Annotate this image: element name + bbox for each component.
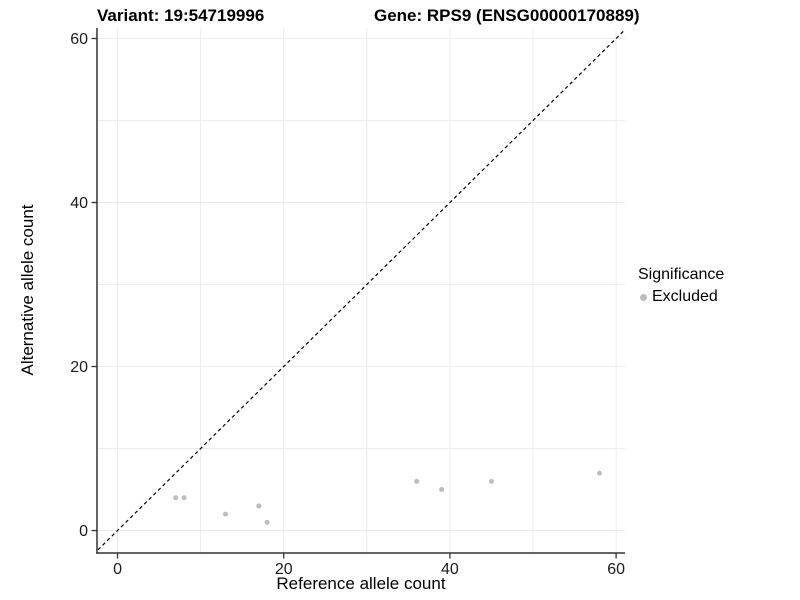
legend-point-icon: [640, 293, 647, 301]
y-tick-label: 0: [79, 523, 88, 540]
data-point: [181, 495, 187, 501]
data-point: [414, 478, 420, 484]
x-tick-label: 20: [275, 561, 293, 578]
x-tick-label: 40: [441, 561, 459, 578]
y-tick-label: 40: [70, 195, 88, 212]
legend-item-excluded: Excluded: [640, 288, 724, 306]
legend-title: Significance: [638, 266, 725, 283]
data-point: [439, 487, 445, 493]
y-tick-label: 60: [70, 31, 88, 48]
x-tick-label: 0: [113, 561, 122, 578]
data-point: [173, 495, 179, 501]
data-point: [264, 519, 270, 525]
legend-item-label: Excluded: [652, 288, 718, 305]
data-point: [596, 470, 602, 476]
legend: Significance Excluded: [638, 266, 724, 306]
x-tick-label: 60: [607, 561, 625, 578]
plot-title-gene: Gene: RPS9 (ENSG00000170889): [374, 6, 640, 25]
identity-line: [97, 28, 625, 552]
y-tick-label: 20: [70, 359, 88, 376]
data-point: [488, 478, 494, 484]
data-point: [256, 503, 262, 509]
plot-title-variant: Variant: 19:54719996: [97, 6, 265, 25]
data-point: [223, 511, 229, 517]
y-axis-title: Alternative allele count: [18, 204, 37, 376]
x-axis-title: Reference allele count: [276, 574, 446, 593]
